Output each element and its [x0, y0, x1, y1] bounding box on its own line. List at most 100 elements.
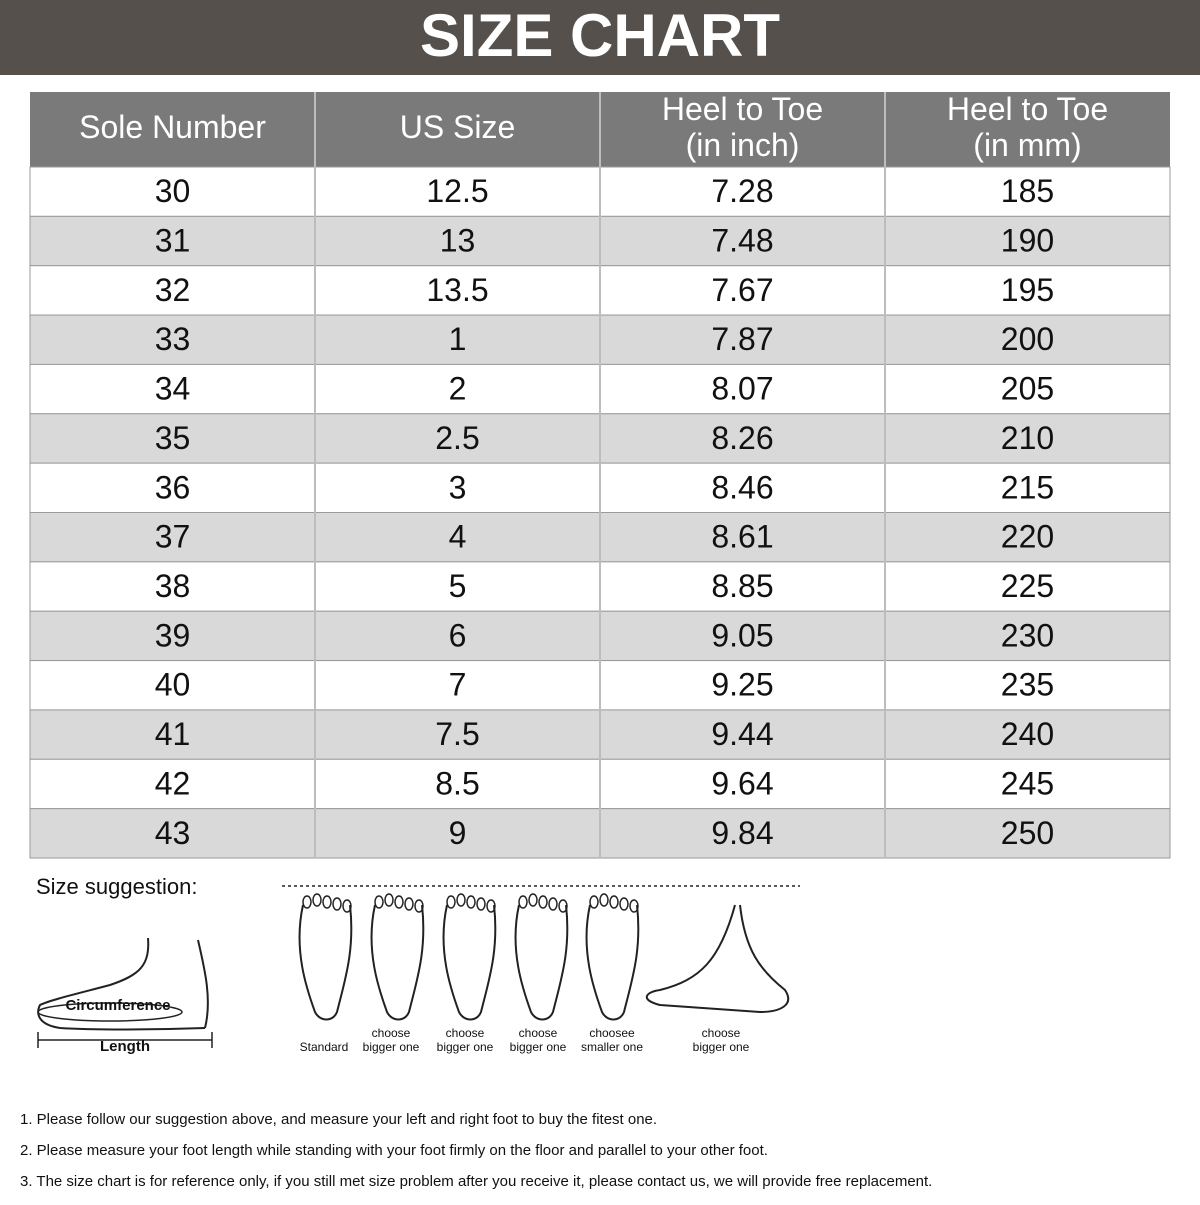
- table-cell: 13.5: [426, 272, 488, 308]
- table-cell: 7.5: [435, 716, 479, 752]
- toe: [599, 893, 609, 907]
- table-cell: 230: [1001, 617, 1054, 653]
- toe: [456, 893, 466, 907]
- header-cell: (in inch): [686, 127, 800, 163]
- toe: [619, 897, 629, 911]
- table-cell: 7.48: [711, 222, 773, 258]
- table-cell: 31: [155, 222, 191, 258]
- table-cell: 9.05: [711, 617, 773, 653]
- table-cell: 7.67: [711, 272, 773, 308]
- table-cell: 9: [449, 815, 467, 851]
- foot-diagram: [37, 885, 800, 1048]
- table-cell: 240: [1001, 716, 1054, 752]
- foot-caption: choose: [702, 1026, 741, 1040]
- table-cell: 8.61: [711, 519, 773, 555]
- note: 1. Please follow our suggestion above, a…: [20, 1111, 657, 1128]
- table-cell: 12.5: [426, 173, 488, 209]
- toe: [414, 899, 424, 913]
- table-cell: 7.87: [711, 321, 773, 357]
- table-cell: 13: [440, 222, 476, 258]
- diagram-label: Length: [100, 1038, 150, 1055]
- header-cell: Sole Number: [79, 109, 266, 145]
- toe: [312, 893, 322, 907]
- table-cell: 37: [155, 519, 191, 555]
- toe: [384, 893, 394, 907]
- suggestion-title: Size suggestion:: [36, 874, 197, 899]
- table-cell: 245: [1001, 765, 1054, 801]
- foot-outline: [370, 904, 425, 1021]
- toe: [302, 895, 312, 909]
- notes: 1. Please follow our suggestion above, a…: [20, 1111, 932, 1190]
- table-cell: 32: [155, 272, 191, 308]
- table-cell: 8.5: [435, 765, 479, 801]
- table-cell: 41: [155, 716, 191, 752]
- table-cell: 250: [1001, 815, 1054, 851]
- toe: [332, 897, 342, 911]
- table-cell: 7: [449, 667, 467, 703]
- foot-caption: choose: [519, 1026, 558, 1040]
- title: SIZE CHART: [420, 2, 780, 69]
- table-cell: 8.85: [711, 568, 773, 604]
- table-cell: 38: [155, 568, 191, 604]
- table-cell: 3: [449, 469, 467, 505]
- table-cell: 190: [1001, 222, 1054, 258]
- table-cell: 185: [1001, 173, 1054, 209]
- table-cell: 2: [449, 371, 467, 407]
- foot-outline: [585, 904, 640, 1021]
- toe: [629, 899, 639, 913]
- table-cell: 8.07: [711, 371, 773, 407]
- table-cell: 200: [1001, 321, 1054, 357]
- table-cell: 33: [155, 321, 191, 357]
- title-band: [0, 0, 1200, 75]
- toe: [404, 897, 414, 911]
- table-cell: 9.44: [711, 716, 773, 752]
- table-cell: 225: [1001, 568, 1054, 604]
- toe: [374, 895, 384, 909]
- foot-caption: bigger one: [510, 1040, 567, 1054]
- table-cell: 30: [155, 173, 191, 209]
- header-cell: US Size: [400, 109, 516, 145]
- toe: [394, 895, 404, 909]
- toe: [342, 899, 352, 913]
- foot-caption: bigger one: [363, 1040, 420, 1054]
- table-cell: 1: [449, 321, 467, 357]
- foot-caption: choose: [372, 1026, 411, 1040]
- table-cell: 9.25: [711, 667, 773, 703]
- table-cell: 43: [155, 815, 191, 851]
- table-cell: 5: [449, 568, 467, 604]
- foot-caption: choosee: [589, 1026, 635, 1040]
- table-cell: 34: [155, 371, 191, 407]
- table-cell: 2.5: [435, 420, 479, 456]
- foot-caption: choose: [446, 1026, 485, 1040]
- toe: [322, 895, 332, 909]
- table-cell: 235: [1001, 667, 1054, 703]
- toe: [446, 895, 456, 909]
- foot-outline: [298, 904, 353, 1021]
- toe: [518, 895, 528, 909]
- diagram-label: Circumference: [65, 997, 170, 1014]
- table-cell: 6: [449, 617, 467, 653]
- feet: [298, 893, 640, 1021]
- foot-caption: bigger one: [437, 1040, 494, 1054]
- toe: [528, 893, 538, 907]
- foot-caption: bigger one: [693, 1040, 750, 1054]
- note: 3. The size chart is for reference only,…: [20, 1173, 932, 1190]
- toe: [538, 895, 548, 909]
- table-cell: 42: [155, 765, 191, 801]
- header-cell: Heel to Toe: [947, 91, 1108, 127]
- toe: [466, 895, 476, 909]
- toe: [486, 899, 496, 913]
- toe: [476, 897, 486, 911]
- table-cell: 36: [155, 469, 191, 505]
- table-cell: 9.84: [711, 815, 773, 851]
- table-cell: 35: [155, 420, 191, 456]
- table-cell: 7.28: [711, 173, 773, 209]
- header-cell: Heel to Toe: [662, 91, 823, 127]
- table-cell: 205: [1001, 371, 1054, 407]
- table-cell: 220: [1001, 519, 1054, 555]
- table-cell: 39: [155, 617, 191, 653]
- foot-outline: [442, 904, 497, 1021]
